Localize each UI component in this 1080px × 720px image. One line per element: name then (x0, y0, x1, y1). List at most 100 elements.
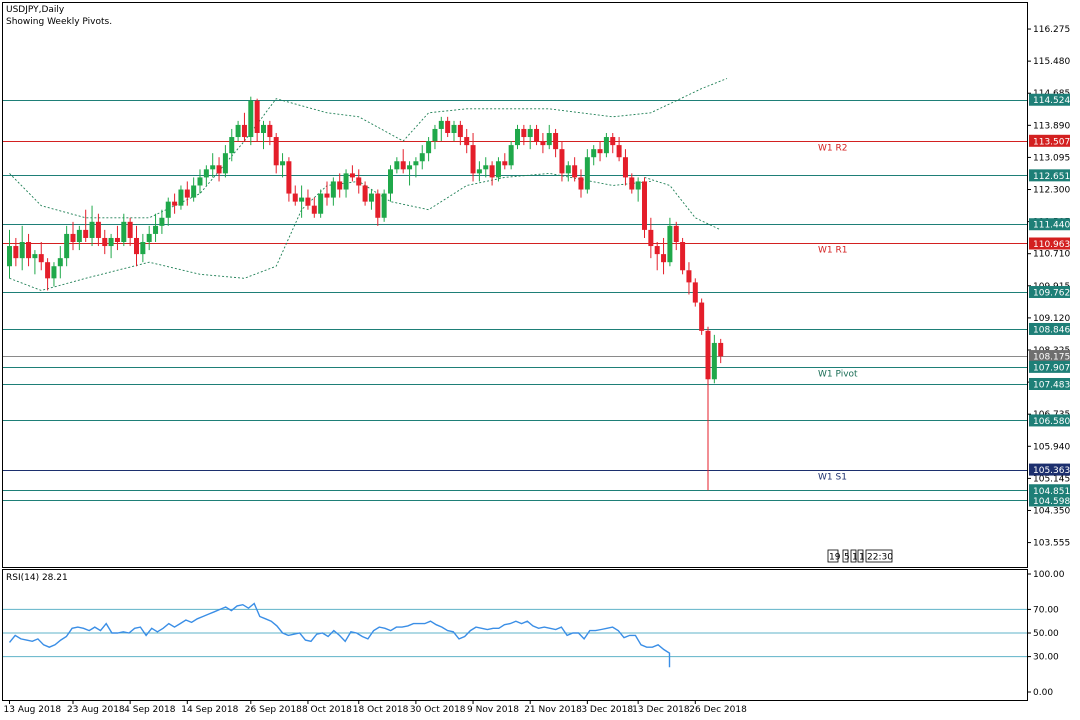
candle[interactable] (673, 221, 679, 251)
candle[interactable] (610, 132, 616, 154)
candle[interactable] (241, 112, 247, 142)
candle[interactable] (432, 124, 438, 150)
candle[interactable] (521, 124, 527, 146)
candle[interactable] (705, 326, 711, 491)
candle[interactable] (642, 177, 647, 238)
candle[interactable] (394, 157, 400, 174)
candle[interactable] (457, 120, 463, 146)
candle[interactable] (635, 177, 641, 202)
candle[interactable] (121, 213, 127, 247)
candle[interactable] (718, 338, 724, 364)
candle[interactable] (591, 145, 597, 166)
candle[interactable] (337, 173, 343, 198)
candle[interactable] (140, 233, 146, 263)
candle[interactable] (32, 250, 38, 275)
candle[interactable] (483, 157, 489, 178)
candle[interactable] (203, 165, 209, 186)
candle[interactable] (70, 221, 76, 251)
candle[interactable] (114, 225, 120, 251)
candle[interactable] (273, 132, 279, 174)
candle[interactable] (578, 169, 584, 198)
candle[interactable] (330, 177, 336, 206)
candle[interactable] (64, 225, 70, 267)
rsi-panel[interactable]: RSI(14) 28.21 100.00 70.00 50.00 30.00 0.00 (3, 570, 1065, 698)
candle[interactable] (565, 161, 571, 182)
candle[interactable] (146, 225, 152, 251)
candle[interactable] (559, 141, 565, 182)
candle[interactable] (222, 145, 228, 178)
candle[interactable] (102, 229, 108, 255)
candle[interactable] (388, 165, 393, 202)
candle[interactable] (229, 128, 235, 162)
candle[interactable] (584, 149, 590, 194)
candle[interactable] (159, 209, 165, 234)
candle[interactable] (57, 246, 63, 279)
candle[interactable] (368, 189, 374, 210)
candle[interactable] (546, 124, 552, 150)
candle[interactable] (108, 233, 114, 259)
candle[interactable] (419, 145, 425, 170)
candle[interactable] (324, 181, 330, 206)
candle[interactable] (349, 165, 355, 182)
candle[interactable] (597, 141, 603, 162)
candle[interactable] (299, 185, 305, 218)
candle[interactable] (7, 229, 12, 279)
candle[interactable] (197, 169, 203, 194)
candle[interactable] (280, 153, 286, 178)
candle[interactable] (153, 213, 159, 243)
candle[interactable] (127, 217, 133, 247)
candle[interactable] (311, 197, 317, 218)
candle[interactable] (362, 181, 368, 206)
rsi-line[interactable] (8, 602, 671, 668)
candle[interactable] (711, 334, 717, 384)
candle[interactable] (83, 209, 89, 243)
candle[interactable] (235, 120, 241, 142)
candle[interactable] (692, 278, 698, 307)
candle[interactable] (476, 161, 482, 182)
candle[interactable] (254, 98, 260, 142)
candle[interactable] (134, 225, 139, 267)
candle[interactable] (356, 169, 362, 194)
candle[interactable] (343, 169, 349, 198)
period-marker-box[interactable] (827, 549, 839, 563)
period-marker-box[interactable] (857, 549, 864, 563)
candle[interactable] (445, 116, 451, 138)
period-marker-box[interactable] (850, 549, 857, 563)
candle[interactable] (540, 132, 546, 154)
candle[interactable] (89, 205, 95, 247)
candle[interactable] (661, 237, 667, 275)
candle[interactable] (515, 124, 520, 150)
candle[interactable] (216, 157, 222, 182)
candle[interactable] (38, 242, 44, 271)
candle[interactable] (438, 116, 444, 142)
candle[interactable] (426, 137, 432, 162)
candle[interactable] (680, 237, 686, 275)
candle[interactable] (603, 132, 609, 158)
candle[interactable] (292, 185, 298, 206)
candle[interactable] (648, 217, 654, 259)
candle[interactable] (451, 120, 457, 142)
candle[interactable] (51, 262, 57, 287)
candle[interactable] (13, 237, 19, 267)
candle[interactable] (667, 217, 673, 267)
candle[interactable] (622, 149, 628, 186)
candle[interactable] (413, 157, 419, 178)
candle[interactable] (305, 189, 311, 210)
candle[interactable] (407, 161, 413, 186)
candle[interactable] (699, 298, 705, 335)
candle[interactable] (267, 120, 273, 146)
candle[interactable] (534, 124, 540, 146)
candle[interactable] (261, 120, 266, 150)
candle[interactable] (686, 262, 692, 295)
candle[interactable] (400, 149, 406, 174)
candle[interactable] (318, 189, 324, 218)
candle[interactable] (19, 225, 25, 271)
candle[interactable] (654, 242, 660, 271)
period-marker-box[interactable] (842, 549, 849, 563)
candle[interactable] (248, 96, 254, 146)
candle[interactable] (95, 213, 101, 247)
candle[interactable] (178, 185, 184, 210)
candle[interactable] (489, 161, 495, 186)
candle[interactable] (210, 153, 216, 178)
